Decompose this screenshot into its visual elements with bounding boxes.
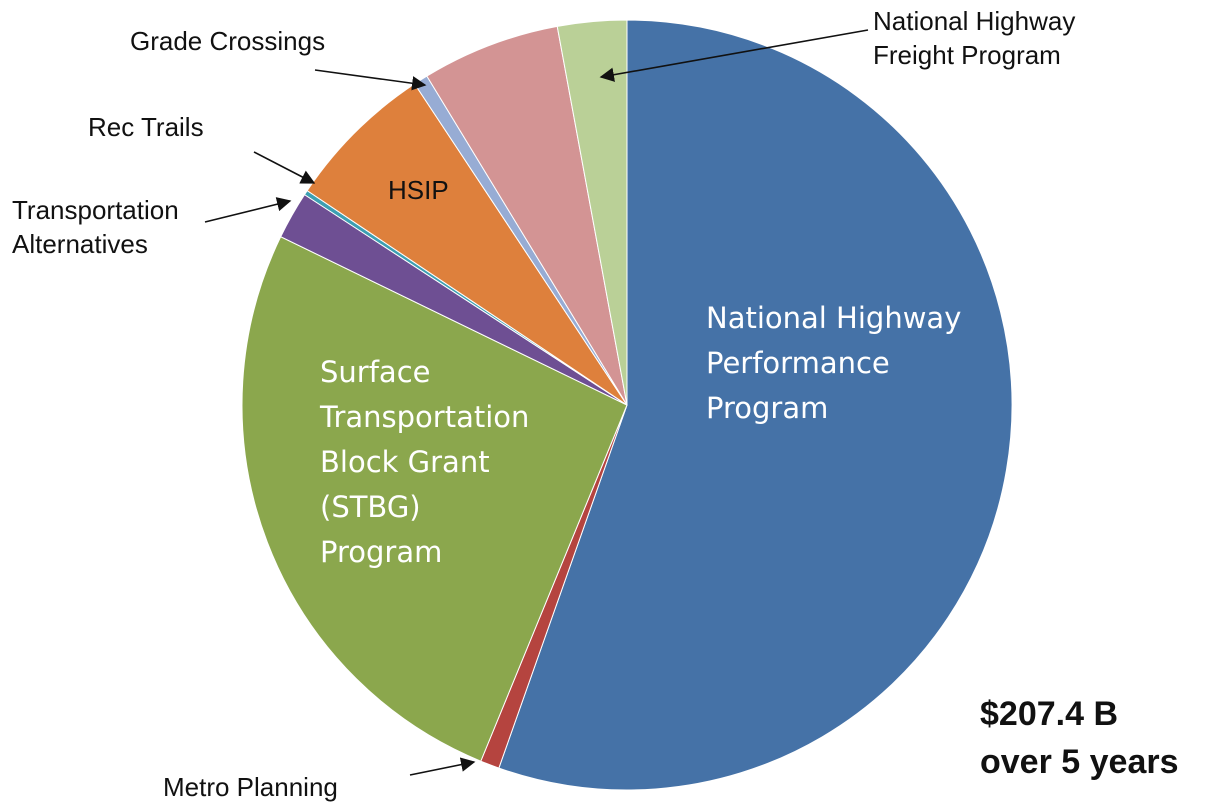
slice-label: National Highway Freight Program [873, 6, 1076, 70]
pie-slice [426, 25, 628, 406]
slice-label: Grade Crossings [130, 26, 326, 56]
slice-label: Surface Transportation Block Grant (STBG… [320, 355, 530, 569]
label-arrow [409, 757, 476, 776]
label-arrow [314, 69, 427, 91]
pie-slice [241, 236, 628, 762]
slice-label: Metro Planning [163, 772, 338, 802]
label-arrow [204, 197, 292, 223]
slice-label: National Highway Performance Program [706, 301, 962, 425]
slice-label: Rec Trails [88, 112, 204, 142]
label-arrow [599, 29, 869, 82]
slice-label: HSIP [388, 175, 449, 205]
pie-slice [556, 19, 628, 406]
label-arrow [253, 151, 316, 184]
slice-label: Transportation Alternatives [12, 195, 179, 259]
total-annotation: $207.4 B over 5 years [980, 695, 1179, 781]
pie-slice [306, 83, 628, 406]
